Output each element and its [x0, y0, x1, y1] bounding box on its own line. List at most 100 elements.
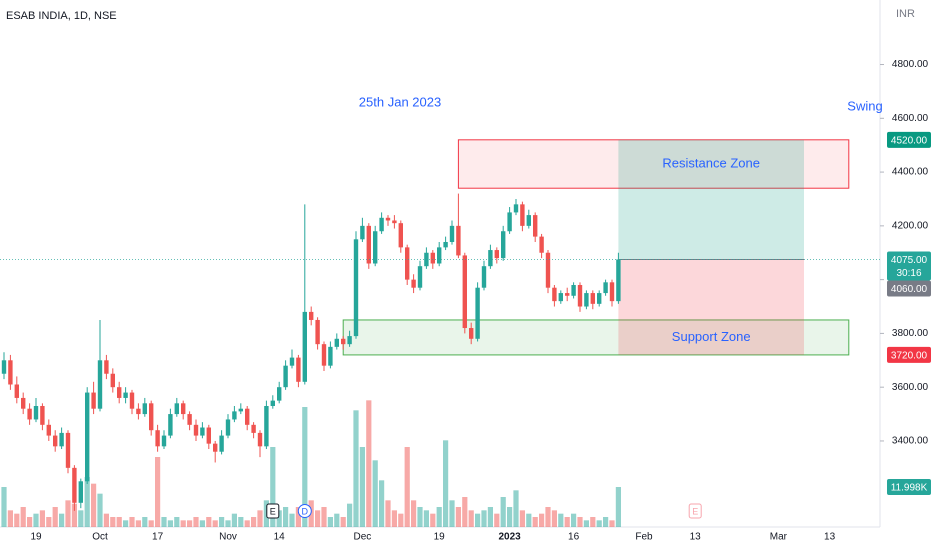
candle-body [571, 285, 576, 296]
candle-body [475, 287, 480, 339]
volume-badge-text: 11.998K [891, 483, 928, 494]
x-tick-label: 13 [690, 532, 702, 543]
candle-body [46, 424, 51, 436]
x-tick-label: Oct [92, 532, 108, 543]
volume-bar [20, 507, 26, 527]
candle-body [174, 403, 179, 415]
volume-bar [315, 510, 321, 527]
volume-bar [334, 513, 340, 527]
x-tick-label: Dec [354, 532, 372, 543]
y-tick-label: 3400.00 [892, 436, 929, 447]
candle-body [513, 204, 519, 213]
volume-bar [564, 517, 570, 527]
candle-body [213, 443, 218, 452]
last-price-badge: 4075.00 [887, 251, 931, 268]
x-tick-label: Feb [635, 532, 653, 543]
volume-bar [7, 510, 13, 527]
volume-bar [526, 513, 532, 527]
candle-body [142, 403, 147, 415]
volume-bar [404, 447, 410, 527]
volume-badge-bg [887, 479, 931, 496]
volume-bar [244, 520, 250, 527]
volume-bar [116, 517, 122, 527]
volume-bar [33, 513, 39, 527]
volume-bar [379, 480, 385, 527]
volume-bar [353, 410, 359, 527]
candle-body [193, 424, 199, 436]
volume-bar [551, 510, 557, 527]
candle-body [398, 223, 403, 248]
volume-bar [123, 520, 129, 527]
zone [342, 319, 850, 356]
candle-body [507, 212, 512, 232]
volume-bar [1, 487, 7, 527]
volume-bar [129, 517, 135, 527]
volume-bar [39, 510, 45, 527]
volume-bar [14, 513, 20, 527]
countdown-badge-bg [887, 264, 931, 281]
volume-bar [78, 510, 84, 527]
candle-body [590, 293, 595, 304]
price-badge-text: 4060.00 [891, 284, 928, 295]
volume-bar [494, 513, 500, 527]
volume-bar [468, 510, 474, 527]
volume-bar [212, 520, 218, 527]
volume-bar [583, 520, 589, 527]
volume-bar [366, 400, 372, 527]
candle-body [552, 287, 557, 302]
volume-bar [180, 520, 186, 527]
event-label: E [692, 506, 698, 516]
candle-body [27, 408, 32, 420]
countdown-badge-text: 30:16 [896, 268, 921, 279]
candle-body [277, 387, 282, 401]
x-tick-label: Nov [219, 532, 237, 543]
candle-body [584, 293, 589, 307]
candle-body [59, 432, 64, 447]
y-tick-label: 3800.00 [892, 328, 929, 339]
candle-body [526, 215, 531, 226]
price-badge-text: 3720.00 [891, 351, 928, 362]
candle-body [494, 250, 499, 259]
volume-bar [302, 407, 308, 527]
volume-bar [571, 513, 577, 527]
candle-body [411, 279, 416, 288]
loss-area [618, 259, 804, 355]
candle-body [117, 387, 122, 398]
volume-bar [110, 517, 116, 527]
price-badge-bg [887, 131, 931, 148]
x-tick-label: 14 [274, 532, 286, 543]
volume-bar [84, 477, 90, 527]
volume-bar [206, 517, 212, 527]
candle-body [72, 467, 77, 503]
x-tick-label: Mar [770, 532, 788, 543]
volume-bar [443, 440, 449, 527]
volume-bar [487, 507, 493, 527]
candle-body [219, 435, 224, 452]
volume-bar [507, 507, 513, 527]
candle-body [187, 414, 192, 425]
volume-bar [103, 513, 109, 527]
annotation: 25th Jan 2023 [359, 94, 441, 109]
volume-bar [481, 510, 487, 527]
candle-body [296, 357, 301, 382]
candle-body [245, 408, 250, 425]
x-tick-label: 16 [568, 532, 580, 543]
candle-body [392, 220, 397, 224]
price-badge: 4060.00 [887, 280, 931, 297]
candle-body [558, 293, 563, 302]
candle-body [1, 360, 7, 374]
candle-body [501, 231, 506, 259]
zone-label: Resistance Zone [662, 155, 760, 170]
x-tick-label: 19 [30, 532, 42, 543]
candle-body [136, 408, 141, 415]
event-marker: E [688, 503, 702, 519]
volume-bar [91, 483, 97, 527]
volume-bar [372, 460, 378, 527]
volume-bar [590, 517, 596, 527]
volume-bar [321, 507, 327, 527]
x-tick-label: 17 [152, 532, 164, 543]
candle-body [449, 225, 455, 242]
last-price-badge-text: 4075.00 [891, 255, 928, 266]
candle-body [65, 432, 71, 468]
